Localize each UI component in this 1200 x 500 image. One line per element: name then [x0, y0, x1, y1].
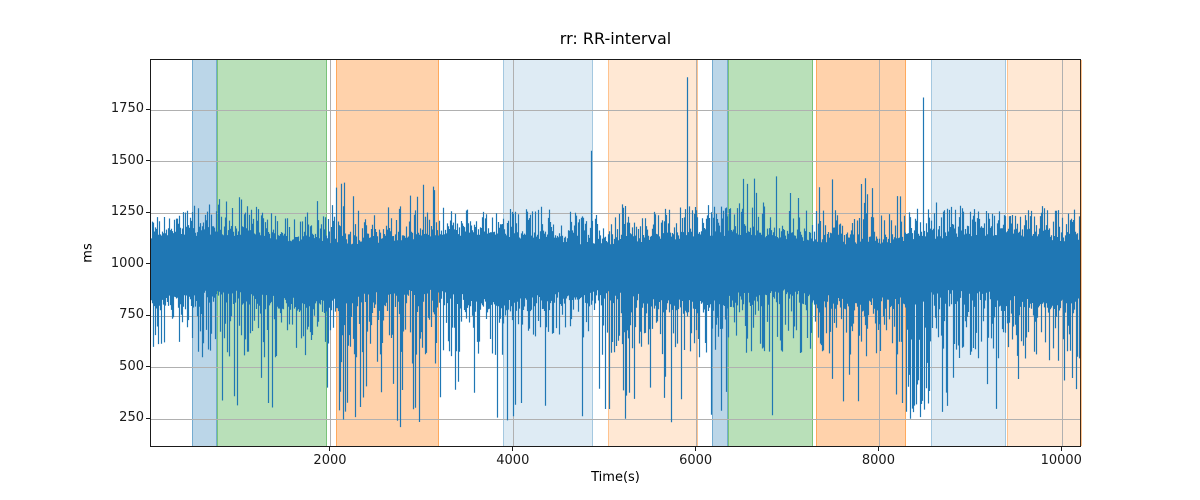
y-tick-label: 1250 [110, 204, 144, 220]
gridline-horizontal [151, 109, 1080, 111]
y-tick-label: 1500 [110, 152, 144, 168]
gridline-horizontal [151, 315, 1080, 317]
y-tick-mark [146, 366, 150, 368]
y-tick-mark [146, 211, 150, 213]
y-tick-label: 250 [119, 410, 144, 426]
gridline-horizontal [151, 418, 1080, 420]
y-tick-label: 500 [119, 358, 144, 374]
y-tick-mark [146, 263, 150, 265]
gridline-horizontal [151, 161, 1080, 163]
x-tick-mark [1060, 447, 1062, 451]
x-tick-label: 6000 [679, 453, 713, 468]
y-tick-label: 750 [119, 307, 144, 323]
x-tick-label: 2000 [313, 453, 347, 468]
plot-area [150, 59, 1082, 447]
x-axis-label: Time(s) [591, 470, 640, 485]
y-tick-label: 1000 [110, 255, 144, 271]
x-tick-mark [329, 447, 331, 451]
rr-line-path [151, 77, 1080, 428]
x-tick-label: 10000 [1040, 453, 1082, 468]
y-tick-mark [146, 314, 150, 316]
x-tick-mark [877, 447, 879, 451]
rr-signal-series [151, 77, 1080, 428]
x-tick-mark [695, 447, 697, 451]
gridline-horizontal [151, 212, 1080, 214]
y-tick-mark [146, 160, 150, 162]
y-tick-label: 1750 [110, 101, 144, 117]
x-tick-label: 4000 [496, 453, 530, 468]
x-tick-mark [512, 447, 514, 451]
gridline-horizontal [151, 367, 1080, 369]
x-tick-label: 8000 [861, 453, 895, 468]
chart-title: rr: RR-interval [559, 29, 672, 48]
y-tick-mark [146, 417, 150, 419]
y-tick-mark [146, 108, 150, 110]
